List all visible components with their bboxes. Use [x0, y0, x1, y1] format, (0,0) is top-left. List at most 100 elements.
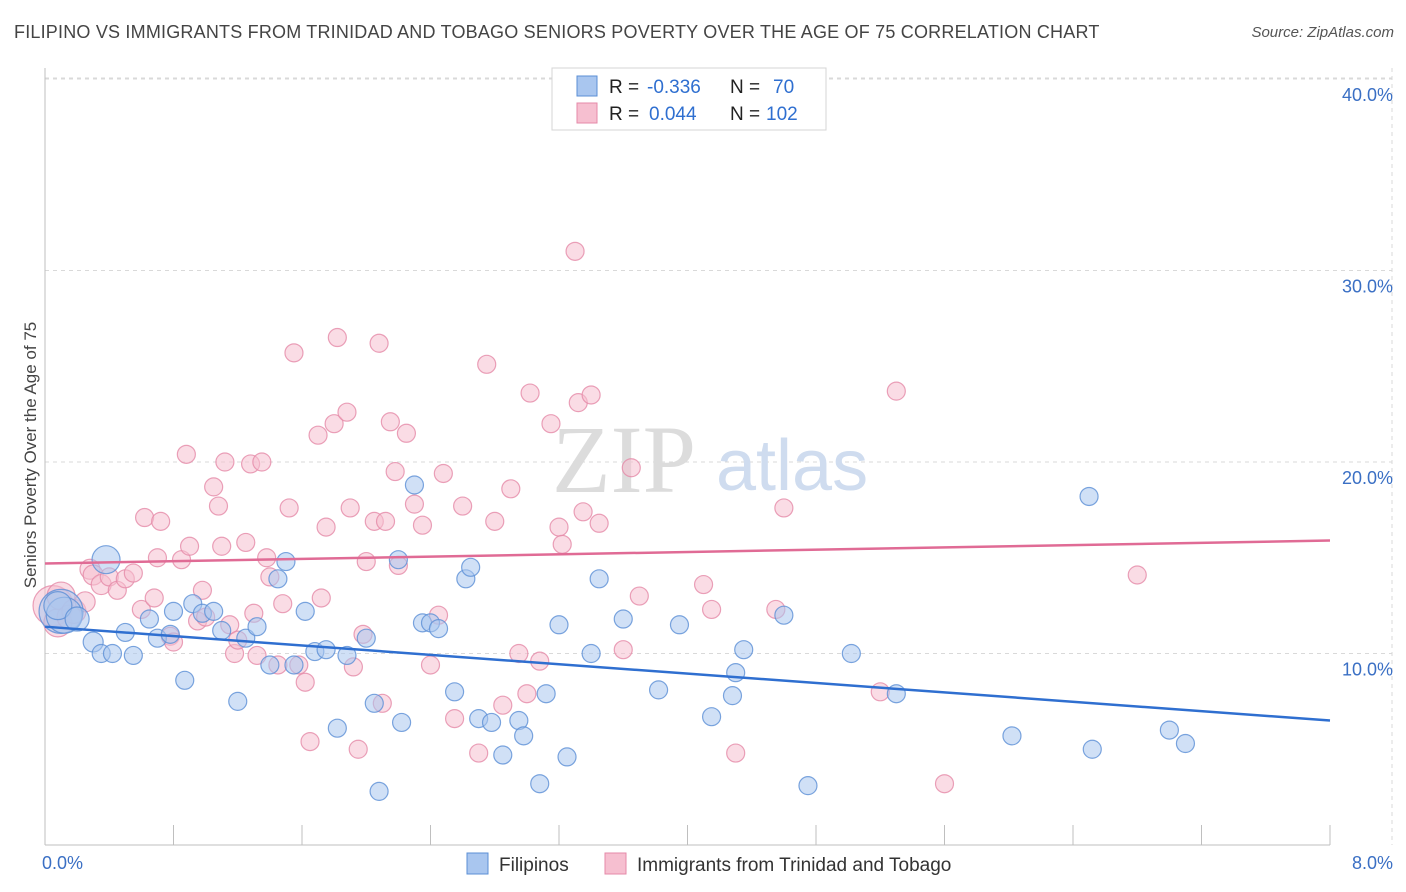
trinidad-point	[520, 383, 540, 403]
filipino-point	[613, 609, 633, 629]
trinidad-point	[1127, 565, 1147, 585]
trinidad-point	[192, 580, 213, 600]
trinidad-point	[444, 709, 465, 729]
filipino-point	[364, 693, 384, 713]
filipino-point	[404, 475, 425, 495]
filipino-point	[139, 609, 160, 629]
trinidad-point	[517, 684, 537, 704]
y-tick-label: 20.0%	[1342, 468, 1393, 488]
filipino-point	[530, 774, 550, 794]
filipino-point	[648, 680, 669, 700]
filipino-point	[228, 691, 248, 711]
legend-bottom: Filipinos Immigrants from Trinidad and T…	[466, 852, 951, 876]
trinidad-point	[134, 507, 155, 528]
filipino-point	[91, 545, 121, 575]
filipino-point	[295, 601, 315, 621]
filipino-point	[327, 718, 347, 738]
filipino-point	[841, 643, 861, 664]
tick-labels: 10.0% 20.0% 30.0% 40.0% 0.0% 8.0%	[42, 85, 1393, 873]
legend-r-value-1: -0.336	[647, 77, 701, 98]
trinidad-point	[613, 640, 633, 660]
legend-n-label-2: N =	[730, 104, 760, 125]
filipino-point	[337, 645, 357, 666]
filipino-point	[175, 670, 195, 690]
trinidad-point	[324, 414, 344, 434]
filipino-point	[669, 615, 690, 635]
trinidad-point	[420, 655, 441, 675]
trend-lines	[44, 539, 1331, 722]
trinidad-point	[279, 498, 299, 518]
filipino-point	[536, 684, 556, 704]
chart-source: Source: ZipAtlas.com	[1251, 24, 1394, 41]
filipino-point	[444, 682, 465, 702]
trinidad-point	[573, 502, 593, 522]
trinidad-point	[176, 444, 196, 464]
trinidad-point	[273, 594, 293, 614]
trinidad-point	[469, 743, 489, 763]
y-tick-label: 40.0%	[1342, 85, 1393, 105]
filipino-point	[734, 640, 754, 660]
filipino-point	[316, 640, 336, 660]
trinidad-point	[252, 452, 272, 472]
legend-box	[551, 67, 827, 131]
trinidad-point	[412, 515, 433, 535]
filipino-point	[581, 643, 601, 664]
trinidad-point	[629, 586, 649, 606]
trinidad-point	[501, 479, 521, 499]
filipino-trend-line	[44, 625, 1331, 722]
trinidad-point	[208, 496, 229, 516]
trinidad-point	[552, 534, 572, 554]
trinidad-point	[337, 402, 357, 422]
filipino-point	[64, 606, 90, 632]
data-points	[32, 241, 1196, 801]
filipino-point	[1082, 739, 1102, 759]
trinidad-point	[151, 511, 171, 531]
trinidad-point	[726, 743, 746, 763]
trinidad-point	[311, 588, 331, 608]
filipino-point	[1175, 733, 1196, 754]
trinidad-point	[485, 511, 505, 531]
trinidad-point	[308, 425, 328, 445]
filipino-point	[1079, 486, 1099, 507]
filipino-point	[798, 776, 818, 796]
trinidad-point	[581, 385, 601, 405]
y-tick-label: 30.0%	[1342, 277, 1393, 297]
trinidad-point	[340, 498, 360, 518]
trinidad-point	[404, 494, 425, 514]
trinidad-point	[369, 333, 389, 353]
filipino-point	[557, 747, 577, 767]
legend-n-value-2: 102	[766, 104, 798, 125]
trinidad-point	[886, 381, 906, 401]
trinidad-point	[565, 241, 585, 261]
legend-r-label-1: R =	[609, 77, 639, 98]
filipino-point	[549, 615, 569, 635]
filipino-point	[284, 655, 304, 675]
filipino-point	[388, 550, 408, 570]
trinidad-point	[774, 498, 794, 518]
trinidad-point	[316, 517, 336, 537]
trinidad-point	[549, 517, 569, 537]
filipino-point	[1159, 720, 1179, 740]
legend-n-value-1: 70	[773, 77, 794, 98]
trinidad-point	[295, 672, 315, 692]
trinidad-point	[215, 452, 235, 472]
filipino-point	[701, 707, 722, 727]
filipino-point	[589, 569, 609, 589]
x-tick-label: 0.0%	[42, 853, 83, 873]
trinidad-point	[433, 463, 453, 484]
legend-bottom-swatch-filipinos	[466, 852, 489, 875]
filipino-point	[247, 617, 267, 637]
legend-swatch-trinidad	[576, 102, 598, 124]
legend-swatch-filipinos	[576, 75, 598, 97]
trinidad-point	[385, 461, 405, 482]
trinidad-point	[701, 599, 722, 620]
legend-n-label-1: N =	[730, 77, 760, 98]
filipino-point	[43, 591, 73, 621]
legend-bottom-label-filipinos: Filipinos	[499, 855, 569, 876]
filipino-point	[276, 551, 296, 572]
filipino-point	[461, 557, 481, 577]
trinidad-point	[327, 327, 347, 348]
filipino-point	[481, 712, 502, 733]
watermark: ZIP atlas	[552, 406, 868, 513]
axes	[44, 68, 1331, 846]
